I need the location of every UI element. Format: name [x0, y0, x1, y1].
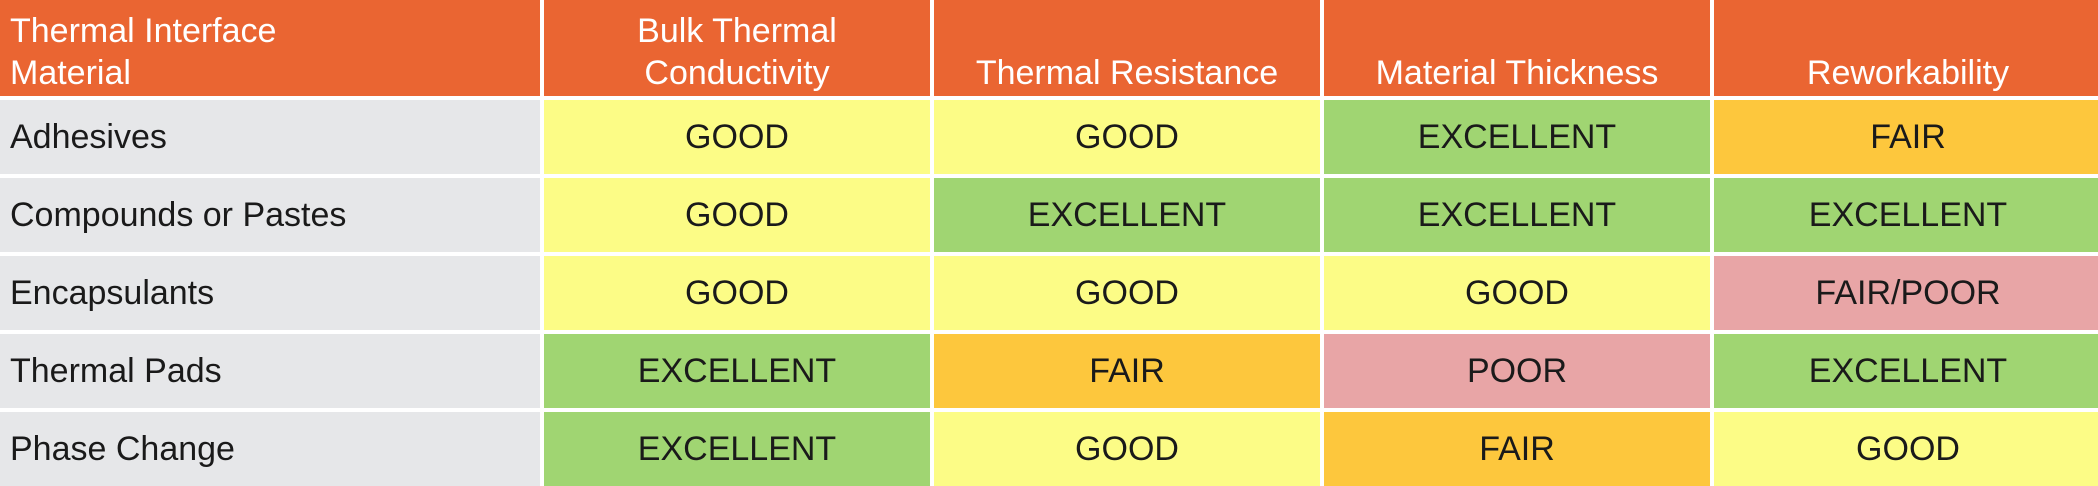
rating-cell: FAIR — [1714, 100, 2098, 174]
rating-cell: EXCELLENT — [1324, 100, 1710, 174]
rating-cell: FAIR — [1324, 412, 1710, 486]
header-reworkability: Reworkability — [1714, 0, 2098, 96]
header-material: Thermal Interface Material — [0, 0, 540, 96]
rating-cell: EXCELLENT — [1324, 178, 1710, 252]
header-thermal-resistance: Thermal Resistance — [934, 0, 1320, 96]
rating-cell: GOOD — [544, 256, 930, 330]
header-col4-line2: Reworkability — [1806, 54, 2010, 92]
rating-cell: EXCELLENT — [1714, 178, 2098, 252]
header-col1-line1: Bulk Thermal — [637, 12, 837, 50]
row-label-thermal-pads: Thermal Pads — [0, 334, 540, 408]
rating-cell: EXCELLENT — [544, 334, 930, 408]
rating-cell: GOOD — [1324, 256, 1710, 330]
row-label-encapsulants: Encapsulants — [0, 256, 540, 330]
rating-cell: GOOD — [934, 412, 1320, 486]
header-material-line1: Thermal Interface — [10, 12, 277, 50]
rating-cell: EXCELLENT — [544, 412, 930, 486]
header-col2-line2: Thermal Resistance — [975, 54, 1279, 92]
rating-cell: GOOD — [544, 100, 930, 174]
rating-cell: GOOD — [1714, 412, 2098, 486]
rating-cell: EXCELLENT — [934, 178, 1320, 252]
rating-cell: FAIR/POOR — [1714, 256, 2098, 330]
rating-cell: POOR — [1324, 334, 1710, 408]
row-label-adhesives: Adhesives — [0, 100, 540, 174]
rating-cell: FAIR — [934, 334, 1320, 408]
header-bulk-thermal-conductivity: Bulk Thermal Conductivity — [544, 0, 930, 96]
header-material-line2: Material — [10, 54, 131, 92]
rating-cell: GOOD — [934, 256, 1320, 330]
header-col1-line2: Conductivity — [644, 54, 830, 92]
rating-cell: GOOD — [544, 178, 930, 252]
row-label-phase-change: Phase Change — [0, 412, 540, 486]
header-col3-line2: Material Thickness — [1375, 54, 1659, 92]
header-material-thickness: Material Thickness — [1324, 0, 1710, 96]
rating-cell: EXCELLENT — [1714, 334, 2098, 408]
row-label-compounds-or-pastes: Compounds or Pastes — [0, 178, 540, 252]
rating-cell: GOOD — [934, 100, 1320, 174]
